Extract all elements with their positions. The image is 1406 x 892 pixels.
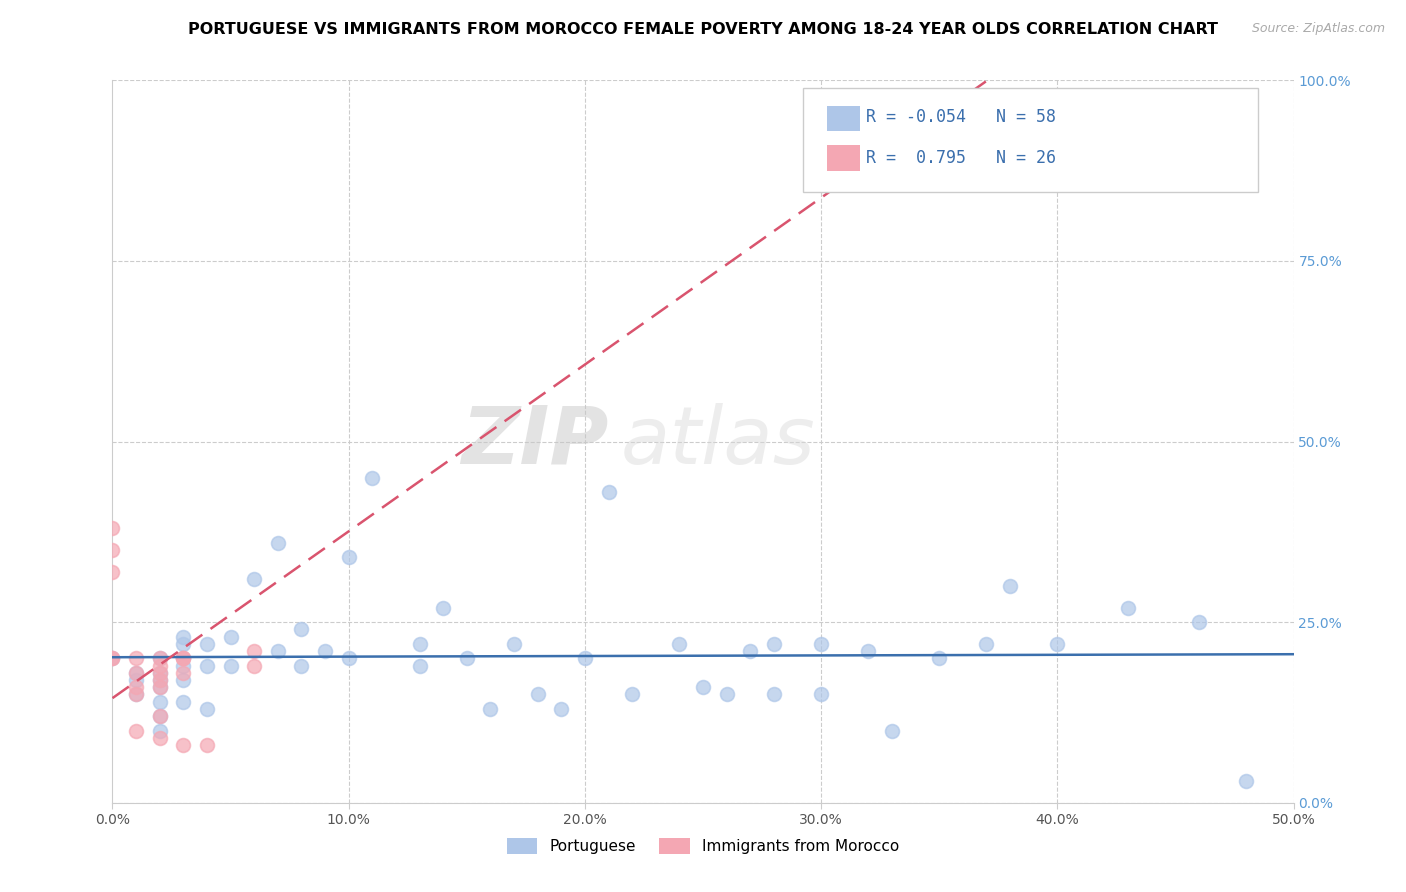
Point [668,637,690,651]
Point [526,687,548,701]
Point [172,695,194,709]
Point [172,630,194,644]
Point [267,535,290,549]
Point [810,637,832,651]
Point [101,651,124,665]
Point [1116,600,1139,615]
Point [692,680,714,694]
Point [172,651,194,665]
Point [621,687,644,701]
Point [1234,774,1257,789]
Point [195,738,218,752]
Point [219,630,242,644]
Point [243,644,266,658]
Point [858,644,880,658]
Point [762,687,785,701]
Point [149,709,172,723]
Point [550,702,572,716]
Point [810,687,832,701]
Point [149,665,172,680]
Point [195,702,218,716]
Point [243,572,266,586]
Point [172,673,194,687]
Point [172,651,194,665]
Bar [827,145,860,170]
Point [125,651,148,665]
Point [125,673,148,687]
Point [1046,637,1069,651]
Point [716,687,738,701]
Text: atlas: atlas [620,402,815,481]
Point [149,651,172,665]
Point [149,680,172,694]
Point [503,637,526,651]
Point [149,680,172,694]
Point [125,665,148,680]
Point [125,723,148,738]
Point [172,637,194,651]
Point [1188,615,1211,630]
Text: Source: ZipAtlas.com: Source: ZipAtlas.com [1251,22,1385,36]
Point [408,658,430,673]
Text: PORTUGUESE VS IMMIGRANTS FROM MOROCCO FEMALE POVERTY AMONG 18-24 YEAR OLDS CORRE: PORTUGUESE VS IMMIGRANTS FROM MOROCCO FE… [188,22,1218,37]
Point [125,680,148,694]
Point [149,695,172,709]
Point [195,658,218,673]
Point [243,658,266,673]
Point [149,723,172,738]
Point [598,485,620,500]
Point [101,521,124,535]
FancyBboxPatch shape [803,87,1258,193]
Point [149,673,172,687]
Point [408,637,430,651]
Point [456,651,478,665]
Point [219,658,242,673]
Point [172,665,194,680]
Point [858,95,880,109]
Point [574,651,596,665]
Point [125,665,148,680]
Point [337,550,360,565]
Point [149,651,172,665]
Bar [827,105,860,131]
Point [125,687,148,701]
Point [149,658,172,673]
Point [101,542,124,557]
Point [998,579,1021,593]
Point [125,687,148,701]
Text: R =  0.795   N = 26: R = 0.795 N = 26 [866,149,1056,167]
Point [314,644,336,658]
Point [172,651,194,665]
Point [101,565,124,579]
Point [172,658,194,673]
Point [149,673,172,687]
Point [928,651,950,665]
Point [149,665,172,680]
Point [101,651,124,665]
Text: R = -0.054   N = 58: R = -0.054 N = 58 [866,109,1056,127]
Point [290,658,312,673]
Legend: Portuguese, Immigrants from Morocco: Portuguese, Immigrants from Morocco [501,832,905,860]
Point [337,651,360,665]
Point [267,644,290,658]
Point [172,738,194,752]
Point [101,651,124,665]
Point [361,470,384,484]
Text: ZIP: ZIP [461,402,609,481]
Point [149,709,172,723]
Point [740,644,762,658]
Point [880,723,903,738]
Point [290,623,312,637]
Point [432,600,454,615]
Point [762,637,785,651]
Point [479,702,502,716]
Point [976,637,998,651]
Point [195,637,218,651]
Point [149,731,172,745]
